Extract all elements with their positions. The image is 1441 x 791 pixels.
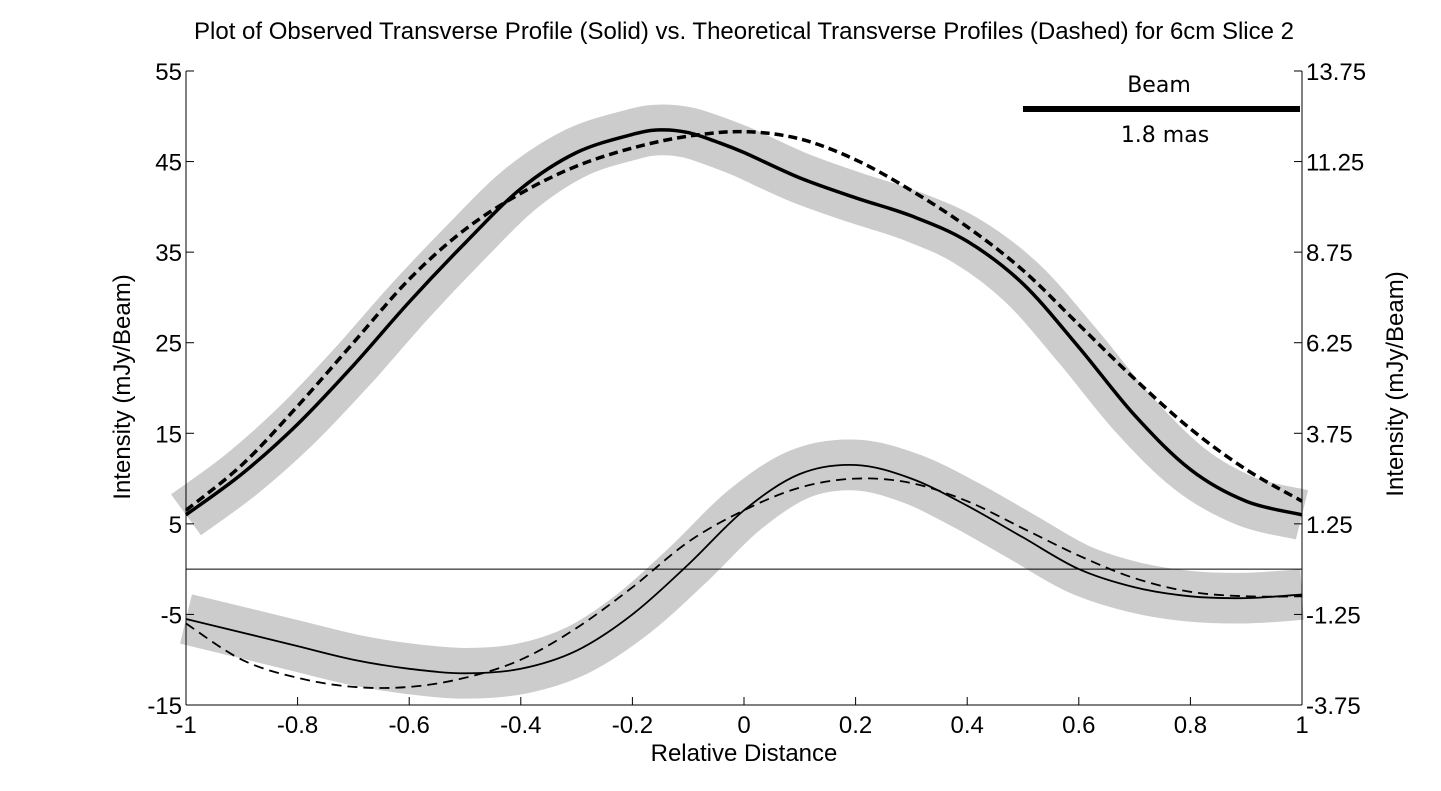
y-tick-label-left: -15 xyxy=(147,693,182,720)
series-line-2 xyxy=(185,463,1303,675)
x-tick-label: 0.2 xyxy=(839,712,872,739)
x-tick-label: 1 xyxy=(1295,712,1308,739)
band-0 xyxy=(171,104,1309,540)
y-tick-label-left: 45 xyxy=(155,150,182,177)
x-axis-label: Relative Distance xyxy=(651,740,838,767)
series-lines xyxy=(184,128,1303,689)
y-tick-label-right: 3.75 xyxy=(1306,421,1353,448)
y-axis-label-right: Intensity (mJy/Beam) xyxy=(1382,271,1409,496)
x-tick-label: -0.8 xyxy=(277,712,318,739)
y-tick-label-left: 35 xyxy=(155,240,182,267)
series-line-1 xyxy=(184,129,1303,512)
y-tick-label-right: 13.75 xyxy=(1306,59,1366,86)
y-tick-label-right: 11.25 xyxy=(1306,150,1364,177)
series-line-3 xyxy=(185,477,1303,689)
chart-title: Plot of Observed Transverse Profile (Sol… xyxy=(194,18,1294,45)
y-tick-label-right: -3.75 xyxy=(1306,693,1361,720)
x-tick-label: -1 xyxy=(175,712,196,739)
axes: -1 -0.8 -0.6 -0.4 -0.2 0 0.2 0.4 0.6 0.8 1 -15 -5 5 15… xyxy=(147,59,1366,739)
y-tick-label-left: 15 xyxy=(155,421,182,448)
x-tick-label: 0.8 xyxy=(1174,712,1207,739)
y-tick-label-right: 6.25 xyxy=(1306,331,1353,358)
beam-label: Beam xyxy=(1127,73,1191,98)
y-tick-label-left: 55 xyxy=(155,59,182,86)
x-tick-label: 0.6 xyxy=(1062,712,1095,739)
x-tick-label: -0.6 xyxy=(389,712,430,739)
y-axis-label-left: Intensity (mJy/Beam) xyxy=(109,274,136,499)
beam-indicator: Beam 1.8 mas xyxy=(1023,73,1300,148)
x-tick-label: 0.4 xyxy=(951,712,984,739)
beam-size-label: 1.8 mas xyxy=(1121,123,1209,148)
x-tick-label: -0.4 xyxy=(500,712,541,739)
y-tick-label-right: -1.25 xyxy=(1306,602,1361,629)
series-line-0 xyxy=(184,128,1303,517)
x-tick-label: -0.2 xyxy=(612,712,653,739)
y-tick-label-left: 25 xyxy=(155,331,182,358)
y-tick-label-left: 5 xyxy=(169,512,182,539)
x-tick-label: 0 xyxy=(737,712,750,739)
y-tick-label-right: 1.25 xyxy=(1306,512,1353,539)
y-tick-label-left: -5 xyxy=(161,602,182,629)
uncertainty-bands xyxy=(171,104,1309,699)
y-tick-label-right: 8.75 xyxy=(1306,240,1353,267)
